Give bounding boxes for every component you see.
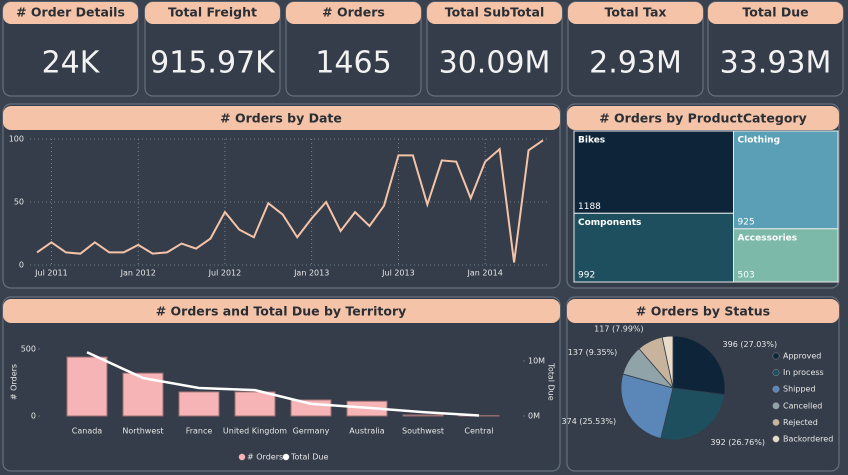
kpi-label: # Order Details — [16, 5, 125, 20]
x-tick-label: Australia — [349, 427, 384, 436]
legend-label: Total Due — [290, 453, 328, 462]
bar — [178, 391, 220, 417]
tile-value: 992 — [578, 271, 595, 281]
data-label: 396 (27.03%) — [723, 340, 778, 349]
x-tick-label: Central — [464, 427, 493, 436]
legend-marker — [772, 402, 780, 410]
kpi-header — [3, 2, 138, 24]
panel-header — [3, 106, 560, 130]
panel — [2, 296, 561, 472]
legend-marker — [772, 435, 780, 443]
x-tick-label: Canada — [72, 427, 103, 436]
tile-value: 1188 — [578, 202, 601, 212]
x-tick-label: United Kingdom — [223, 427, 287, 436]
data-label: 117 (7.99%) — [594, 324, 643, 333]
legend-label: Rejected — [783, 418, 818, 427]
legend-marker — [772, 352, 780, 360]
data-label: 137 (9.35%) — [568, 348, 617, 357]
legend-marker — [772, 418, 780, 426]
y2-tick-label: 10M — [528, 357, 545, 366]
data-label: 374 (25.53%) — [562, 417, 617, 426]
bar — [402, 414, 444, 417]
kpi-value: 24K — [42, 46, 101, 81]
data-label: 392 (26.76%) — [710, 438, 765, 447]
kpi-header — [286, 2, 421, 24]
tile-label: Components — [578, 218, 641, 228]
chart-title: # Orders and Total Due by Territory — [156, 304, 407, 319]
x-tick-label: Jul 2012 — [208, 269, 242, 278]
chart-title: # Orders by Date — [220, 111, 342, 126]
legend-label: # Orders — [247, 453, 283, 462]
tile-value: 925 — [738, 217, 755, 227]
tile-value: 503 — [738, 271, 755, 281]
y-tick-label: 500 — [21, 345, 36, 354]
tile-label: Accessories — [738, 233, 798, 243]
x-tick-label: Germany — [293, 427, 330, 436]
legend-marker — [772, 385, 780, 393]
legend-marker — [282, 453, 290, 461]
x-tick-label: Southwest — [402, 427, 444, 436]
kpi-header — [568, 2, 703, 24]
line — [86, 351, 480, 417]
pie-slice — [620, 373, 674, 440]
x-tick-label: France — [186, 427, 213, 436]
panel — [2, 103, 561, 289]
chart-title: # Orders by ProductCategory — [599, 111, 807, 126]
x-tick-label: Jan 2014 — [467, 269, 503, 278]
kpi-value: 1465 — [315, 46, 391, 81]
tile-label: Bikes — [578, 136, 605, 146]
line — [36, 139, 544, 263]
pie-slice — [660, 387, 726, 441]
kpi-label: # Orders — [322, 5, 385, 20]
legend-label: In process — [783, 368, 824, 377]
bar — [66, 356, 108, 417]
bar — [234, 391, 276, 417]
y2-axis-title: Total Due — [547, 362, 556, 400]
x-tick-label: Jul 2011 — [34, 269, 68, 278]
y-tick-label: 0 — [31, 412, 36, 421]
kpi-header — [145, 2, 280, 24]
x-tick-label: Northwest — [122, 427, 163, 436]
kpi-value: 915.97K — [150, 46, 276, 81]
pie-slice — [661, 335, 674, 389]
y-tick-label: 100 — [9, 135, 24, 144]
kpi-label: Total Tax — [605, 5, 667, 20]
legend-marker — [238, 453, 246, 461]
panel-header — [567, 106, 839, 130]
panel-header — [3, 299, 560, 323]
treemap-tile — [573, 212, 735, 283]
kpi-header — [708, 2, 843, 24]
pie-slice — [672, 335, 726, 396]
kpi-value: 33.93M — [720, 46, 832, 81]
treemap-tile — [573, 130, 735, 214]
y-axis-title: # Orders — [10, 364, 19, 400]
x-tick-label: Jan 2013 — [293, 269, 329, 278]
tile-label: Clothing — [738, 136, 781, 146]
legend-label: Cancelled — [783, 401, 822, 410]
legend-label: Shipped — [783, 385, 816, 394]
x-tick-label: Jan 2012 — [120, 269, 156, 278]
kpi-label: Total SubTotal — [445, 5, 545, 20]
legend-label: Backordered — [783, 435, 833, 444]
kpi-value: 30.09M — [439, 46, 551, 81]
panel-header — [567, 299, 839, 323]
legend-marker — [772, 369, 780, 376]
kpi-value: 2.93M — [589, 46, 682, 81]
y-tick-label: 0 — [19, 261, 24, 270]
kpi-label: Total Due — [742, 5, 808, 20]
treemap-tile — [733, 228, 839, 283]
kpi-label: Total Freight — [168, 5, 257, 20]
y2-tick-label: 0M — [528, 412, 540, 421]
treemap-tile — [733, 130, 839, 230]
kpi-header — [427, 2, 562, 24]
y-tick-label: 50 — [14, 198, 24, 207]
bar — [290, 399, 332, 417]
chart-title: # Orders by Status — [636, 304, 770, 319]
x-tick-label: Jul 2013 — [381, 269, 415, 278]
legend-label: Approved — [783, 352, 821, 361]
